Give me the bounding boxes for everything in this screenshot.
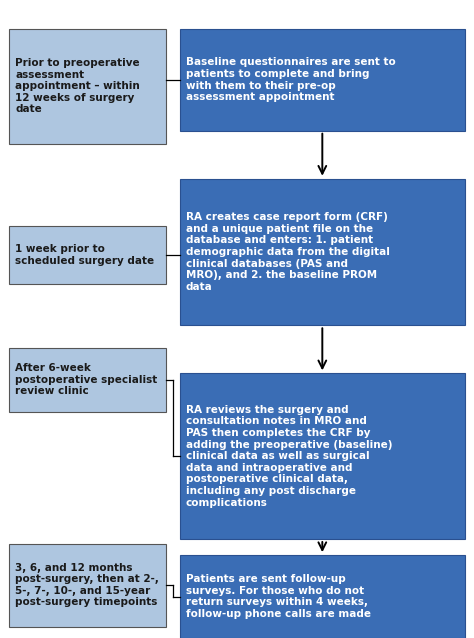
FancyBboxPatch shape (180, 179, 465, 325)
FancyBboxPatch shape (9, 348, 166, 412)
Text: Baseline questionnaires are sent to
patients to complete and bring
with them to : Baseline questionnaires are sent to pati… (186, 57, 396, 102)
Text: 3, 6, and 12 months
post-surgery, then at 2-,
5-, 7-, 10-, and 15-year
post-surg: 3, 6, and 12 months post-surgery, then a… (15, 563, 159, 607)
FancyBboxPatch shape (9, 226, 166, 284)
Text: RA creates case report form (CRF)
and a unique patient file on the
database and : RA creates case report form (CRF) and a … (186, 212, 390, 292)
Text: RA reviews the surgery and
consultation notes in MRO and
PAS then completes the : RA reviews the surgery and consultation … (186, 404, 392, 508)
FancyBboxPatch shape (9, 544, 166, 627)
FancyBboxPatch shape (180, 373, 465, 539)
Text: 1 week prior to
scheduled surgery date: 1 week prior to scheduled surgery date (15, 244, 155, 266)
FancyBboxPatch shape (9, 29, 166, 144)
Text: Patients are sent follow-up
surveys. For those who do not
return surveys within : Patients are sent follow-up surveys. For… (186, 574, 371, 619)
FancyBboxPatch shape (180, 555, 465, 638)
Text: After 6-week
postoperative specialist
review clinic: After 6-week postoperative specialist re… (15, 363, 157, 396)
Text: Prior to preoperative
assessment
appointment – within
12 weeks of surgery
date: Prior to preoperative assessment appoint… (15, 58, 140, 114)
FancyBboxPatch shape (180, 29, 465, 131)
